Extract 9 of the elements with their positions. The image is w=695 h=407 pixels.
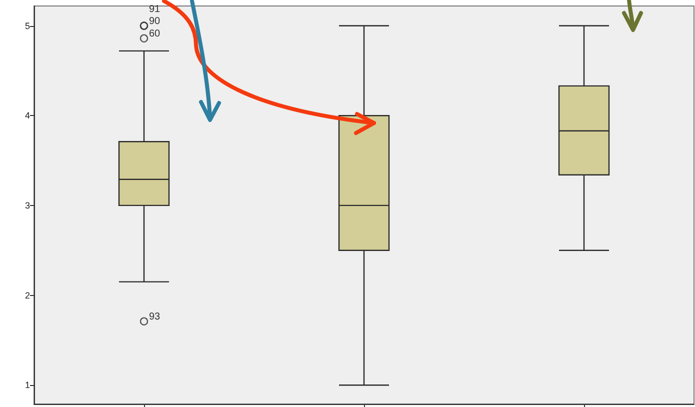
y-tick-label: 3 bbox=[24, 200, 30, 210]
y-tick-label: 1 bbox=[24, 380, 30, 390]
y-tick-label: 5 bbox=[24, 20, 30, 31]
annotation: 93 bbox=[149, 311, 161, 322]
annotation: 91 bbox=[149, 4, 161, 15]
annotation: 90 bbox=[149, 16, 161, 27]
annotation: 60 bbox=[149, 28, 161, 40]
y-tick-label: 2 bbox=[24, 290, 30, 300]
y-tick-label: 4 bbox=[24, 110, 30, 121]
